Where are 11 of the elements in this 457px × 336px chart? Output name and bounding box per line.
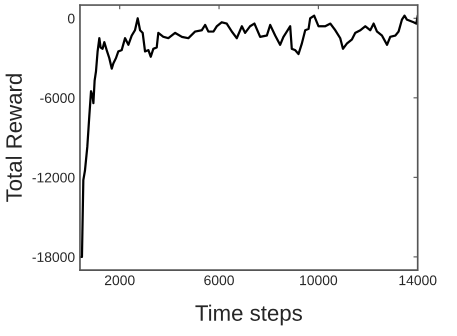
y-tick-label: -12000 (32, 172, 75, 183)
y-tick-label: -6000 (40, 93, 75, 103)
y-axis-title: Total Reward (6, 74, 22, 202)
x-tick-label: 6000 (204, 275, 234, 286)
x-tick-label: 14000 (399, 275, 436, 286)
y-tick-label: -18000 (32, 252, 75, 262)
x-tick-label: 10000 (300, 275, 338, 286)
line-series (80, 14, 418, 258)
x-axis-title: Time steps (195, 304, 302, 326)
y-tick-label: 0 (68, 14, 75, 24)
x-tick-label: 2000 (104, 275, 135, 286)
